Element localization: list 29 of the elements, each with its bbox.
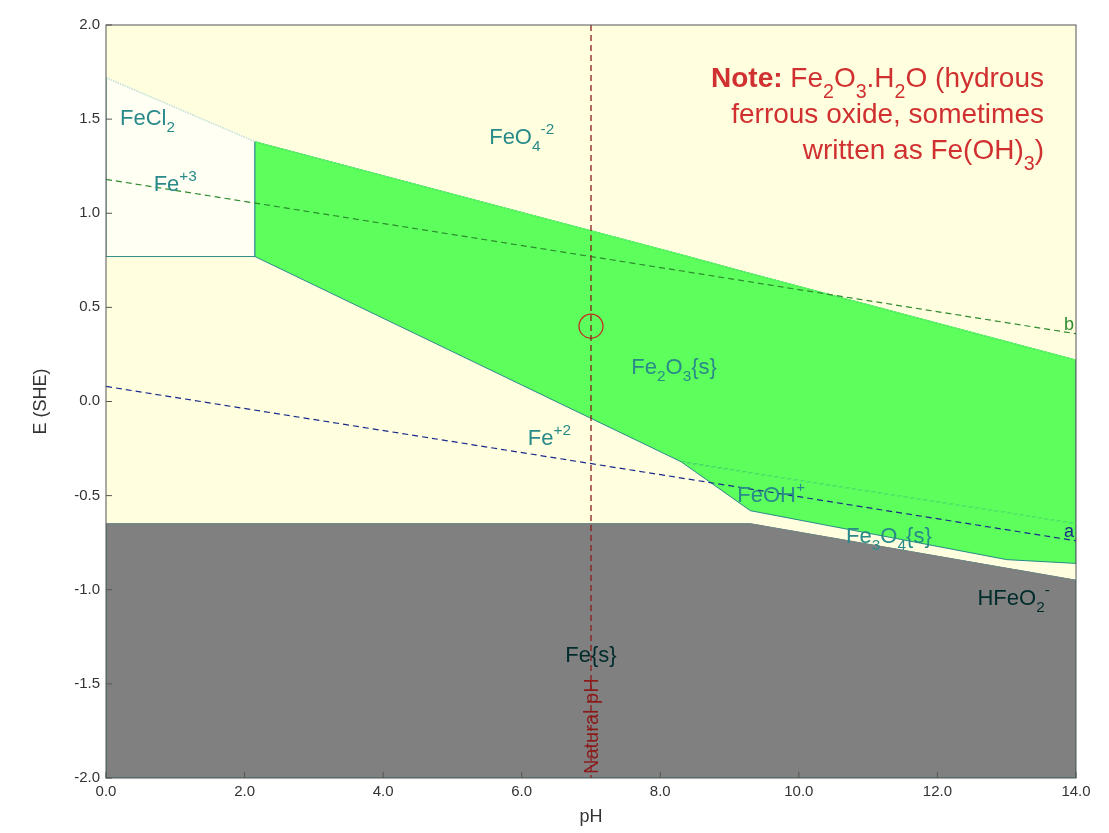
annotation: Fe{s} <box>565 641 617 667</box>
annotation: FeCl$_{2}$ <box>120 104 176 135</box>
x-tick-label: 14.0 <box>1061 782 1091 799</box>
y-tick-label: 2.0 <box>79 14 100 32</box>
ref-line-label: Natural pH <box>580 678 602 774</box>
y-axis-title: E (SHE) <box>30 368 50 435</box>
y-tick-label: 0.0 <box>79 391 100 409</box>
x-tick-label: 4.0 <box>372 782 394 799</box>
series-label: a <box>1063 520 1075 541</box>
x-tick-label: 8.0 <box>649 782 671 799</box>
x-tick-label: 12.0 <box>922 782 953 799</box>
y-tick-label: -1.5 <box>74 673 100 691</box>
annotation: Fe$_{2}$O$_{3}${s} <box>631 353 717 384</box>
annotation: Fe$^{+2}$ <box>527 420 572 450</box>
y-tick-label: 1.5 <box>79 109 100 127</box>
x-tick-label: 0.0 <box>95 782 117 799</box>
y-tick-label: -1.0 <box>74 579 100 597</box>
x-axis-title: pH <box>579 806 603 826</box>
annotation: Fe$^{+3}$ <box>153 166 197 196</box>
annotation: FeOH$^{+}$ <box>737 477 805 507</box>
x-tick-label: 10.0 <box>784 782 814 799</box>
y-tick-label: 0.5 <box>79 297 100 315</box>
y-tick-label: 1.0 <box>79 203 100 221</box>
x-tick-label: 2.0 <box>234 782 255 799</box>
series-label: b <box>1063 313 1074 334</box>
text: Note: Fe$_{2}$O$_{3}$.H$_{2}$O (hydrous ferrous oxide, sometimes written as Fe(OH)$_{3}$) <box>710 62 1044 174</box>
y-tick-label: -2.0 <box>74 767 100 785</box>
x-tick-label: 6.0 <box>511 782 533 799</box>
y-tick-label: -0.5 <box>74 485 100 503</box>
